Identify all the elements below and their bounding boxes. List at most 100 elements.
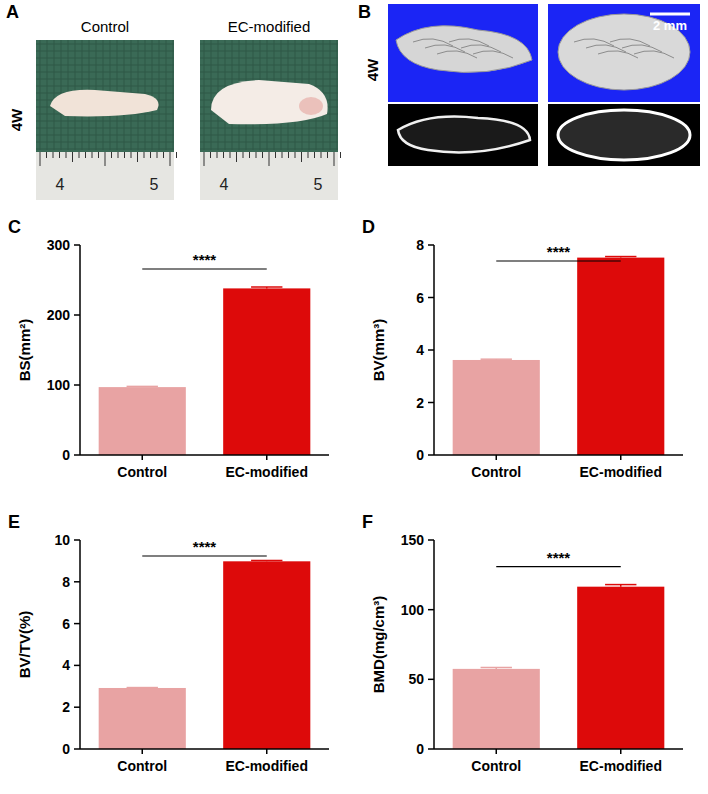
y-tick-label: 2 [416, 395, 424, 411]
render-texture [473, 51, 513, 58]
cloth-line [200, 135, 338, 136]
cloth-line [40, 40, 41, 150]
y-tick-label: 100 [401, 602, 425, 618]
error-cap [481, 358, 512, 360]
y-tick [74, 539, 80, 541]
ruler-tick [170, 152, 171, 166]
panel-letter: C [8, 217, 21, 237]
bar [223, 561, 310, 749]
cloth-line [337, 40, 338, 150]
ruler-tick [321, 152, 322, 158]
cloth-line [200, 58, 338, 59]
x-axis [80, 454, 329, 456]
cloth-line [36, 135, 174, 136]
y-tick [428, 679, 434, 681]
cloth-line [36, 51, 174, 52]
slice-background [388, 104, 538, 166]
error-bar [481, 667, 512, 668]
ruler-tick [256, 152, 257, 158]
y-tick-label: 6 [62, 616, 70, 632]
bar [99, 688, 186, 749]
y-tick-label: 100 [47, 377, 71, 393]
error-cap [605, 256, 636, 258]
cloth-line [36, 65, 174, 66]
cloth-line [200, 128, 338, 129]
bar [453, 360, 540, 455]
ruler-tick [282, 152, 283, 158]
y-tick-label: 4 [416, 342, 424, 358]
bone-render [396, 26, 532, 73]
y-axis-title: BV(mm³) [370, 319, 387, 382]
significance-label: **** [547, 243, 571, 260]
slice-background [548, 104, 700, 166]
cloth-line [173, 40, 174, 150]
bar [577, 258, 664, 455]
y-tick-label: 6 [416, 290, 424, 306]
y-tick [428, 454, 434, 456]
y-tick-label: 8 [416, 237, 424, 253]
cloth-line [211, 40, 212, 150]
cloth-line [166, 40, 167, 150]
significance-label: **** [547, 549, 571, 566]
bar [223, 288, 310, 455]
error-bar [605, 257, 636, 258]
y-tick-label: 200 [47, 307, 71, 323]
ruler-tick [288, 152, 289, 158]
category-label: Control [471, 464, 521, 480]
y-tick-label: 0 [416, 741, 424, 757]
y-tick-label: 4 [62, 657, 70, 673]
y-tick [74, 665, 80, 667]
photo [200, 40, 341, 200]
cloth-line [47, 40, 48, 150]
ruler-tick [269, 152, 270, 166]
error-cap [481, 667, 512, 669]
error-bar [481, 359, 512, 361]
ruler-tick [144, 152, 145, 158]
ruler-tick [295, 152, 296, 158]
panel-letter: B [358, 2, 371, 22]
error-bar [251, 560, 282, 562]
error-bar [127, 386, 158, 388]
cloth-line [200, 79, 338, 80]
y-tick-label: 0 [416, 447, 424, 463]
ruler-tick [236, 152, 237, 162]
error-cap [605, 584, 636, 586]
ruler [200, 152, 338, 200]
ruler-tick [204, 152, 205, 166]
y-tick [428, 609, 434, 611]
y-tick-label: 300 [47, 237, 71, 253]
panel-letter: F [362, 512, 373, 532]
y-tick-label: 0 [62, 447, 70, 463]
ruler-tick [137, 152, 138, 162]
bone-slice [398, 117, 530, 153]
y-tick [428, 402, 434, 404]
bars [453, 257, 665, 455]
time-label: 4W [364, 58, 381, 81]
ruler-tick [131, 152, 132, 158]
error-cap [251, 286, 282, 288]
cloth-line [36, 58, 174, 59]
ruler-tick [327, 152, 328, 158]
ruler-tick [334, 152, 335, 166]
bars [99, 560, 311, 749]
significance-label: **** [193, 538, 217, 555]
y-tick [428, 297, 434, 299]
photo [36, 40, 177, 200]
figure: A4WControl45EC-modified45B4W2 mmCControl… [0, 0, 708, 794]
ruler-tick [85, 152, 86, 158]
ruler [36, 152, 174, 200]
ruler-number: 5 [314, 176, 323, 193]
ruler-tick [262, 152, 263, 158]
y-tick [428, 244, 434, 246]
ruler-tick [105, 152, 106, 166]
ruler-tick [79, 152, 80, 158]
y-axis-title: BV/TV(%) [16, 611, 33, 679]
ruler-tick [111, 152, 112, 158]
ruler-tick [308, 152, 309, 158]
cloth-line [36, 128, 174, 129]
y-axis-title: BMD(mg/cm³) [370, 596, 387, 694]
tissue [50, 90, 159, 117]
y-tick-label: 150 [401, 532, 425, 548]
bar [99, 387, 186, 455]
render-background [388, 4, 538, 102]
